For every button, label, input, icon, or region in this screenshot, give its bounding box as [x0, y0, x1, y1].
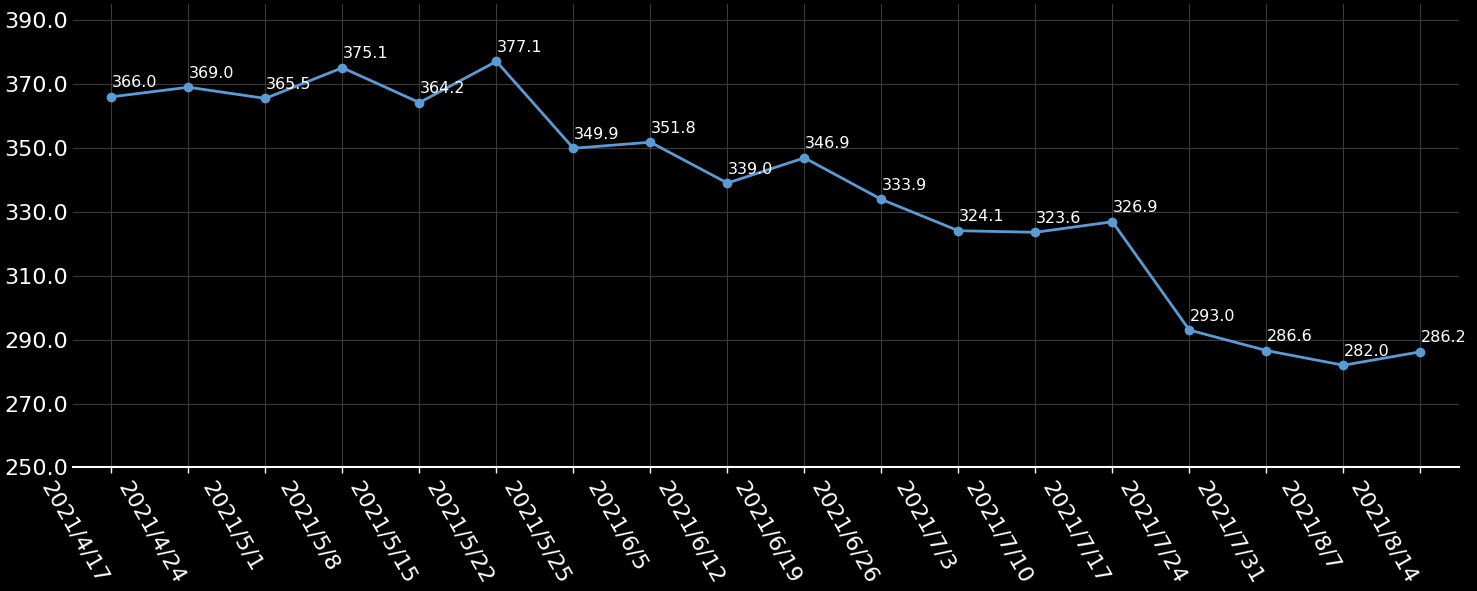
- Text: 286.2: 286.2: [1421, 330, 1467, 345]
- Text: 323.6: 323.6: [1035, 211, 1081, 226]
- Text: 293.0: 293.0: [1189, 309, 1235, 324]
- Text: 286.6: 286.6: [1266, 329, 1312, 344]
- Text: 346.9: 346.9: [805, 137, 849, 151]
- Text: 349.9: 349.9: [573, 127, 619, 142]
- Text: 364.2: 364.2: [419, 81, 465, 96]
- Text: 339.0: 339.0: [727, 162, 772, 177]
- Text: 366.0: 366.0: [111, 76, 157, 90]
- Text: 324.1: 324.1: [959, 209, 1004, 225]
- Text: 369.0: 369.0: [189, 66, 233, 81]
- Text: 326.9: 326.9: [1112, 200, 1158, 215]
- Text: 351.8: 351.8: [650, 121, 696, 136]
- Text: 282.0: 282.0: [1344, 344, 1390, 359]
- Text: 333.9: 333.9: [882, 178, 926, 193]
- Text: 375.1: 375.1: [343, 46, 388, 61]
- Text: 365.5: 365.5: [266, 77, 310, 92]
- Text: 377.1: 377.1: [496, 40, 542, 55]
